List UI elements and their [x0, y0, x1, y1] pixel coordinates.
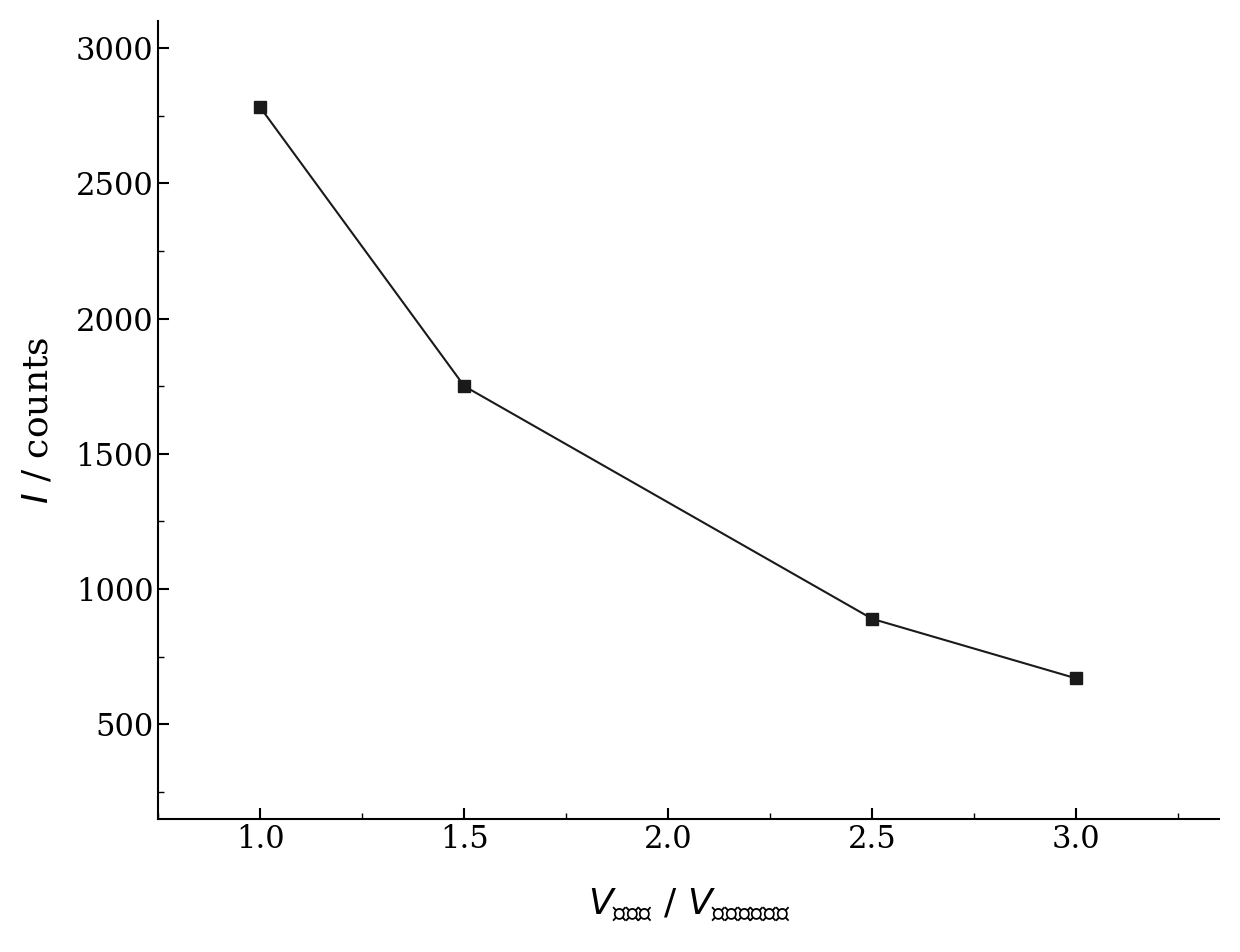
- Y-axis label: $\it{I}$ / counts: $\it{I}$ / counts: [21, 336, 55, 504]
- Text: $V_{膜溶液}\ /\ V_{联吡啶钌溶液}$: $V_{膜溶液}\ /\ V_{联吡啶钌溶液}$: [588, 885, 790, 923]
